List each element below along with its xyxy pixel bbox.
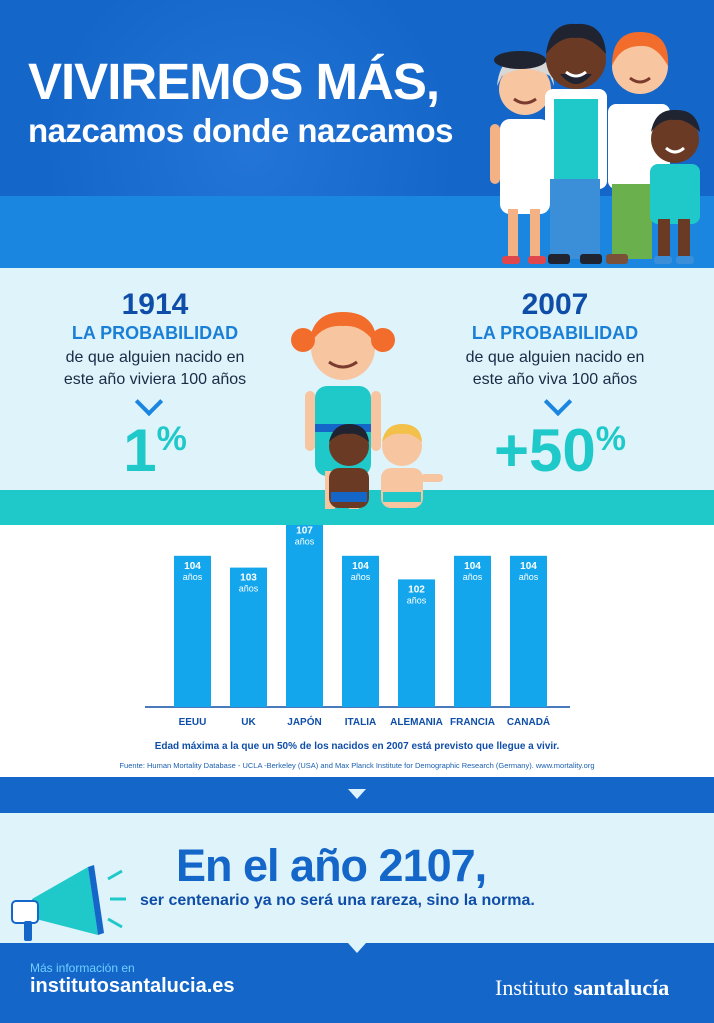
right-desc-line1: de que alguien nacido en — [465, 349, 645, 366]
father-figure — [545, 23, 607, 264]
bar-chart: 104añosEEUU103añosUK107añosJAPÓN104añosI… — [145, 525, 570, 728]
right-percentage: +50% — [493, 417, 626, 484]
bar-value-label: 107 — [296, 525, 313, 536]
left-year: 1914 — [121, 288, 189, 321]
bar-value-label: 104 — [352, 561, 369, 572]
bar-unit-label: años — [519, 572, 539, 582]
bar-4 — [398, 579, 435, 707]
brand-logo: Instituto santalucía — [495, 975, 670, 1000]
right-year: 2007 — [521, 288, 589, 321]
right-probability-label: LA PROBABILIDAD — [471, 323, 639, 343]
category-label: EEUU — [179, 717, 207, 728]
category-label: FRANCIA — [450, 717, 495, 728]
left-probability-label: LA PROBABILIDAD — [71, 323, 239, 343]
website-link[interactable]: institutosantalucia.es — [30, 975, 235, 997]
category-label: ALEMANIA — [390, 717, 443, 728]
future-subtitle: ser centenario ya no será una rareza, si… — [140, 892, 535, 909]
chevron-down-icon — [543, 387, 573, 417]
bar-value-label: 102 — [408, 584, 425, 595]
bar-6 — [510, 555, 547, 707]
category-label: ITALIA — [345, 717, 376, 728]
bar-3 — [342, 555, 379, 707]
header-banner: VIVIREMOS MÁS, nazcamos donde nazcamos — [0, 0, 714, 268]
bar-0 — [174, 555, 211, 707]
future-title: En el año 2107, — [176, 840, 487, 891]
probability-section: 1914 LA PROBABILIDAD de que alguien naci… — [0, 268, 714, 525]
blue-divider — [0, 777, 714, 813]
bar-value-label: 103 — [240, 573, 257, 584]
category-label: JAPÓN — [287, 715, 321, 728]
bar-unit-label: años — [407, 595, 427, 605]
chevron-down-icon — [134, 387, 164, 417]
chart-caption: Edad máxima a la que un 50% de los nacid… — [154, 741, 560, 752]
bar-chart-section: 104 años EEUU 103 años UK 107 años JAPÓN 104 años I… — [0, 525, 714, 777]
baby-light-figure — [381, 424, 443, 508]
baby-dark-figure — [329, 424, 369, 508]
children-illustration — [291, 312, 443, 509]
megaphone-icon — [11, 865, 126, 941]
bar-unit-label: años — [239, 584, 259, 594]
bar-5 — [454, 555, 491, 707]
right-desc-line2: este año viva 100 años — [472, 371, 638, 388]
family-illustration — [490, 23, 700, 264]
bar-value-label: 104 — [464, 561, 481, 572]
bar-unit-label: años — [183, 572, 203, 582]
child-figure — [650, 109, 700, 264]
divider-notch — [348, 789, 366, 799]
category-label: CANADÁ — [507, 715, 550, 728]
main-subtitle: nazcamos donde nazcamos — [28, 112, 453, 149]
footer-notch — [348, 943, 366, 953]
bar-2 — [286, 525, 323, 707]
left-desc-line1: de que alguien nacido en — [65, 349, 245, 366]
footer: Más información en institutosantalucia.e… — [0, 943, 714, 1023]
bar-unit-label: años — [463, 572, 483, 582]
future-section: En el año 2107, ser centenario ya no ser… — [0, 813, 714, 943]
more-info-label: Más información en — [30, 961, 135, 975]
left-percentage: 1% — [123, 417, 187, 484]
chart-source: Fuente: Human Mortality Database - UCLA … — [119, 761, 595, 770]
main-title: VIVIREMOS MÁS, — [28, 53, 440, 110]
bar-unit-label: años — [295, 536, 315, 546]
bar-value-label: 104 — [520, 561, 537, 572]
bar-unit-label: años — [351, 572, 371, 582]
left-desc-line2: este año viviera 100 años — [63, 371, 247, 388]
category-label: UK — [241, 717, 256, 728]
bar-value-label: 104 — [184, 561, 201, 572]
bar-1 — [230, 567, 267, 707]
